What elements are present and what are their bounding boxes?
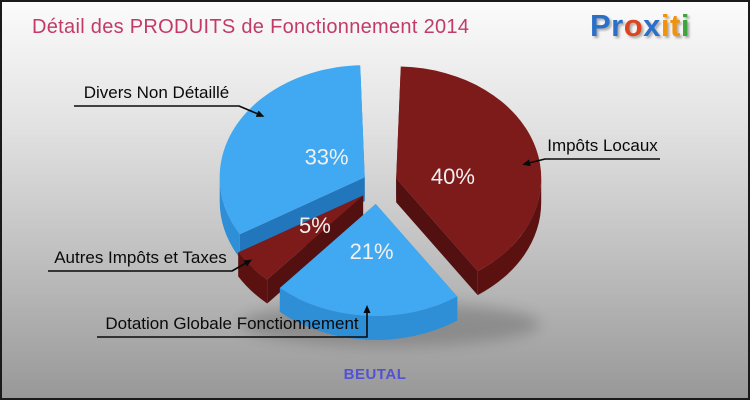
- slice-percent-label: 40%: [431, 164, 475, 189]
- pie-slice-face: [477, 178, 542, 296]
- callout-arrow-dotation: [97, 305, 371, 338]
- callout-arrow-divers: [74, 105, 265, 117]
- callout-arrows: [48, 105, 660, 338]
- pie-slice-face: [219, 177, 240, 259]
- logo-letter: o: [623, 8, 644, 43]
- pie-slice-face: [219, 65, 365, 235]
- slice-percent-label: 5%: [299, 213, 331, 238]
- callout-arrow-impots: [522, 158, 660, 167]
- logo-letter: t: [670, 8, 681, 43]
- logo-letter: i: [660, 8, 671, 43]
- callout-arrow-autres: [48, 259, 253, 272]
- slice-percent-label: 21%: [350, 239, 394, 264]
- logo-letter: x: [643, 8, 661, 43]
- slice-percent-label: 33%: [305, 145, 349, 170]
- pie-slices: [219, 65, 542, 340]
- logo-letter: r: [611, 8, 624, 43]
- logo-letter: P: [589, 8, 612, 43]
- logo-letter: i: [680, 8, 690, 43]
- callout-label-divers: Divers Non Détaillé: [83, 83, 230, 102]
- pie-slice-face: [238, 195, 364, 280]
- chart-title: Détail des PRODUITS de Fonctionnement 20…: [32, 16, 470, 38]
- pie-slice-face: [396, 178, 478, 296]
- pie-slice-face: [396, 66, 542, 272]
- pie-slice-face: [279, 204, 458, 316]
- commune-name: BEUTAL: [343, 366, 407, 383]
- pie-slice-face: [279, 288, 458, 340]
- percent-labels: 40% 21% 5% 33%: [299, 145, 475, 264]
- callout-label-dotation: Dotation Globale Fonctionnement: [105, 314, 359, 333]
- callout-label-autres-impots: Autres Impôts et Taxes: [54, 248, 227, 267]
- proxiti-logo: Proxiti: [590, 8, 690, 44]
- callout-label-impots-locaux: Impôts Locaux: [547, 136, 658, 155]
